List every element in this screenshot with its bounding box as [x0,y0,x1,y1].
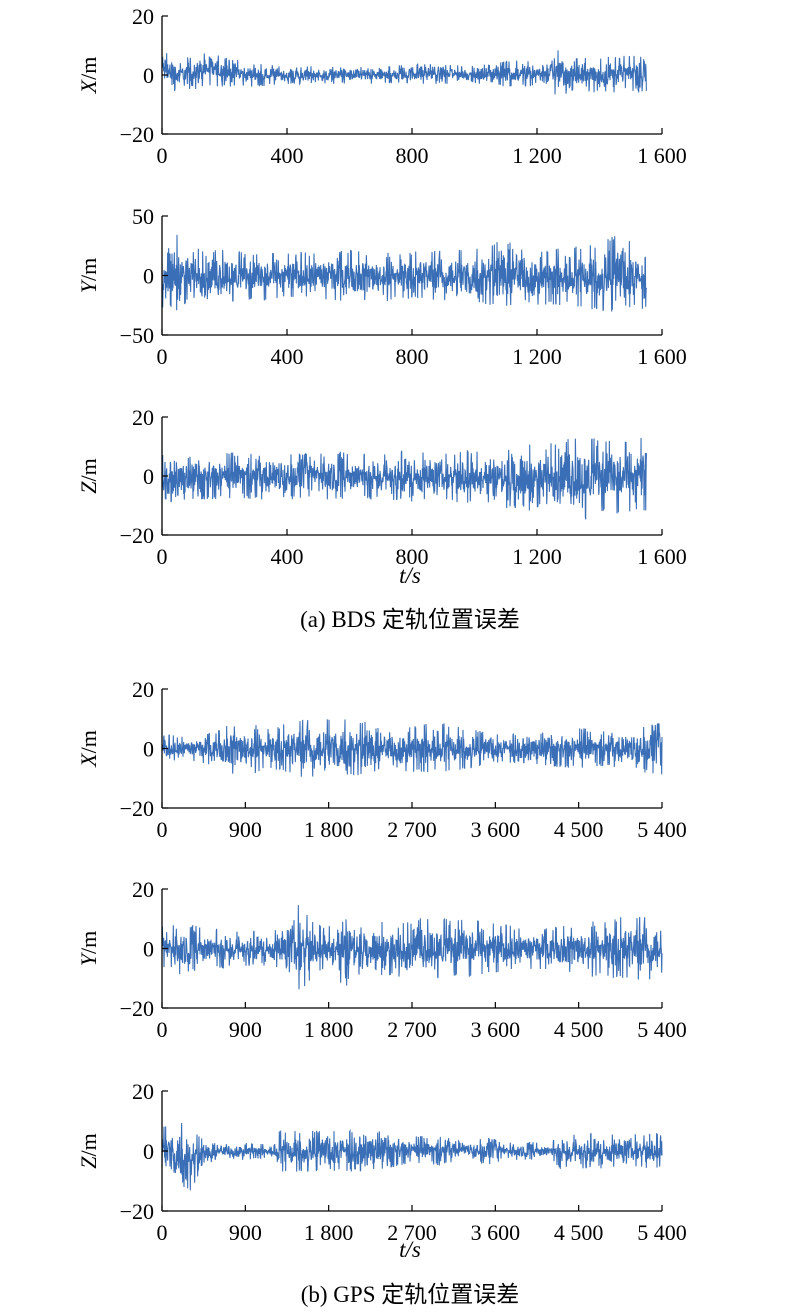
y-axis-label: X/m [76,730,101,768]
y-axis-label-var: Y [76,951,101,966]
y-tick-label: 20 [132,877,154,902]
x-tick-label: 800 [396,344,429,369]
y-tick-label: 0 [143,464,154,489]
y-axis-label: X/m [76,57,101,95]
x-tick-label: 800 [396,544,429,569]
x-tick-label: 1 600 [637,143,687,168]
y-axis-label: Y/m [76,931,101,966]
x-tick-label: 0 [157,544,168,569]
y-tick-label: 0 [143,937,154,962]
y-axis-label: Z/m [76,1133,101,1168]
y-axis-label-var: Z [76,1156,101,1169]
caption-a: (a) BDS 定轨位置误差 [300,607,520,632]
y-axis-label-unit: /m [76,258,101,281]
x-tick-label: 900 [229,817,262,842]
x-tick-label: 0 [157,344,168,369]
y-axis-label-unit: /m [76,458,101,481]
x-tick-label: 1 200 [512,143,562,168]
y-axis-label-var: Z [76,481,101,494]
x-tick-label: 0 [157,1017,168,1042]
series-line [161,1122,663,1191]
y-tick-label: 0 [143,264,154,289]
y-tick-label: 0 [143,63,154,88]
x-tick-label: 1 600 [637,344,687,369]
x-tick-label: 0 [157,1220,168,1245]
x-tick-label: 3 600 [471,1220,521,1245]
x-tick-label: 4 500 [554,1220,604,1245]
y-tick-label: 0 [143,1139,154,1164]
caption-b: (b) GPS 定轨位置误差 [301,1282,520,1307]
series-line [161,719,663,777]
x-tick-label: 1 200 [512,544,562,569]
x-tick-label: 900 [229,1220,262,1245]
x-tick-label: 1 800 [304,1017,354,1042]
x-tick-label: 800 [396,143,429,168]
x-tick-label: 5 400 [637,817,687,842]
x-tick-label: 2 700 [387,817,437,842]
x-tick-label: 1 800 [304,817,354,842]
x-tick-label: 900 [229,1017,262,1042]
x-tick-label: 400 [271,344,304,369]
y-tick-label: 20 [132,677,154,702]
y-axis-label: Y/m [76,258,101,293]
x-tick-label: 3 600 [471,817,521,842]
x-tick-label: 2 700 [387,1220,437,1245]
y-tick-label: −20 [120,523,154,548]
y-tick-label: −20 [120,122,154,147]
y-tick-label: 20 [132,405,154,430]
y-tick-label: 50 [132,204,154,229]
y-axis-label-unit: /m [76,57,101,80]
y-axis-label-unit: /m [76,730,101,753]
x-axis-label-a: t/s [399,563,421,588]
y-axis-label: Z/m [76,458,101,493]
x-tick-label: 5 400 [637,1017,687,1042]
series-line [161,50,647,95]
x-tick-label: 0 [157,817,168,842]
y-axis-label-var: X [76,78,101,94]
y-axis-label-unit: /m [76,1133,101,1156]
y-tick-label: −20 [120,996,154,1021]
x-tick-label: 4 500 [554,1017,604,1042]
y-tick-label: −50 [120,323,154,348]
y-tick-label: −20 [120,796,154,821]
x-tick-label: 4 500 [554,817,604,842]
series-line [161,438,647,520]
x-tick-label: 0 [157,143,168,168]
x-tick-label: 5 400 [637,1220,687,1245]
series-line [161,234,647,312]
y-axis-label-var: X [76,752,101,768]
y-axis-label-unit: /m [76,931,101,954]
x-tick-label: 1 800 [304,1220,354,1245]
y-tick-label: −20 [120,1199,154,1224]
x-tick-label: 2 700 [387,1017,437,1042]
x-tick-label: 3 600 [471,1017,521,1042]
x-tick-label: 1 600 [637,544,687,569]
x-tick-label: 1 200 [512,344,562,369]
y-tick-label: 20 [132,1079,154,1104]
x-tick-label: 400 [271,143,304,168]
x-axis-label-b: t/s [399,1237,421,1262]
x-tick-label: 400 [271,544,304,569]
y-tick-label: 0 [143,737,154,762]
y-tick-label: 20 [132,4,154,29]
y-axis-label-var: Y [76,278,101,293]
series-line [161,905,663,990]
